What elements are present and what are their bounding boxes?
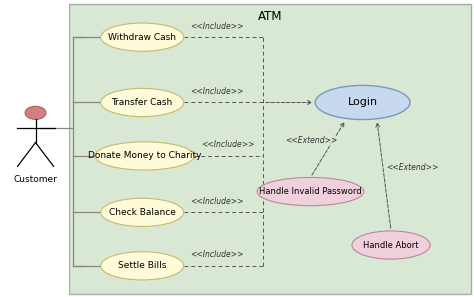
Text: <<Extend>>: <<Extend>> bbox=[285, 136, 338, 146]
Ellipse shape bbox=[315, 86, 410, 120]
Ellipse shape bbox=[100, 23, 183, 51]
FancyBboxPatch shape bbox=[0, 0, 69, 297]
Text: <<Extend>>: <<Extend>> bbox=[386, 163, 438, 172]
Text: Login: Login bbox=[347, 97, 378, 108]
Text: Check Balance: Check Balance bbox=[109, 208, 176, 217]
Text: <<Include>>: <<Include>> bbox=[190, 87, 244, 96]
Ellipse shape bbox=[100, 198, 183, 227]
Text: Handle Abort: Handle Abort bbox=[363, 241, 419, 249]
Text: Donate Money to Charity: Donate Money to Charity bbox=[88, 151, 201, 160]
Text: Handle Invalid Password: Handle Invalid Password bbox=[259, 187, 362, 196]
Ellipse shape bbox=[95, 142, 194, 170]
Ellipse shape bbox=[257, 178, 364, 206]
Text: Transfer Cash: Transfer Cash bbox=[111, 98, 173, 107]
Text: Customer: Customer bbox=[14, 175, 57, 184]
Circle shape bbox=[25, 106, 46, 119]
FancyBboxPatch shape bbox=[69, 4, 471, 294]
Text: ATM: ATM bbox=[258, 10, 283, 23]
Text: Settle Bills: Settle Bills bbox=[118, 261, 166, 270]
Ellipse shape bbox=[100, 252, 183, 280]
Text: <<Include>>: <<Include>> bbox=[201, 140, 254, 149]
Text: <<Include>>: <<Include>> bbox=[190, 197, 244, 206]
Text: Withdraw Cash: Withdraw Cash bbox=[108, 33, 176, 42]
Ellipse shape bbox=[352, 231, 430, 259]
Text: <<Include>>: <<Include>> bbox=[190, 22, 244, 31]
Text: <<Include>>: <<Include>> bbox=[190, 250, 244, 259]
Ellipse shape bbox=[100, 89, 183, 116]
